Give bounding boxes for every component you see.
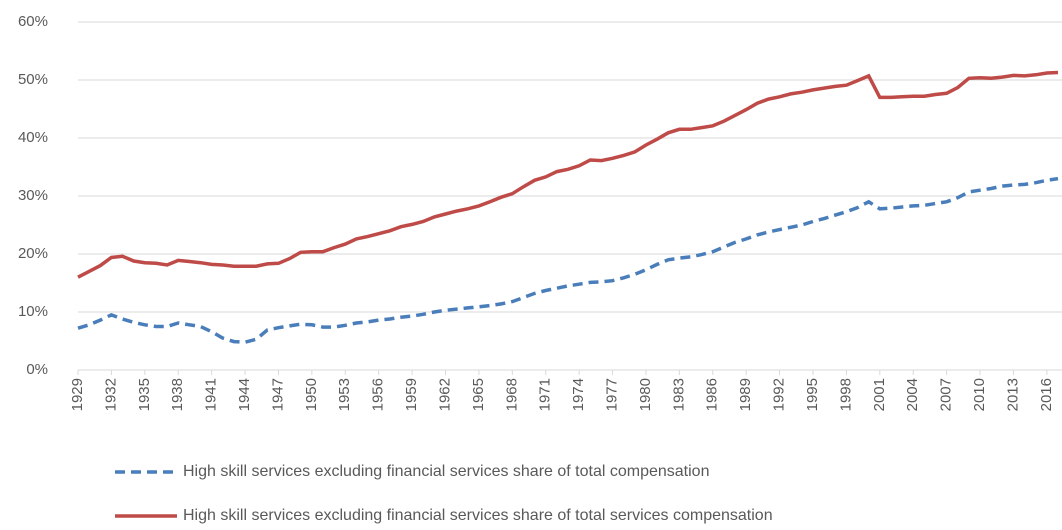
y-tick-label: 30% [18, 187, 48, 204]
x-tick-label: 1944 [236, 378, 253, 411]
x-tick-label: 2010 [971, 378, 988, 411]
x-tick-label: 1974 [570, 378, 587, 411]
y-tick-label: 50% [18, 71, 48, 88]
legend-label: High skill services excluding financial … [183, 507, 773, 524]
x-tick-label: 1956 [370, 378, 387, 411]
x-tick-label: 1929 [69, 378, 86, 411]
x-tick-label: 1968 [503, 378, 520, 411]
x-tick-label: 2007 [938, 378, 955, 411]
x-tick-label: 1995 [804, 378, 821, 411]
x-tick-label: 1992 [771, 378, 788, 411]
y-tick-label: 60% [18, 13, 48, 30]
x-tick-label: 1950 [303, 378, 320, 411]
y-tick-label: 40% [18, 129, 48, 146]
x-tick-label: 2004 [904, 378, 921, 411]
x-tick-label: 2013 [1004, 378, 1021, 411]
x-tick-label: 1959 [403, 378, 420, 411]
x-tick-label: 1977 [604, 378, 621, 411]
series-line [77, 70, 1059, 279]
x-tick-label: 1989 [737, 378, 754, 411]
legend-label: High skill services excluding financial … [183, 463, 709, 480]
x-tick-label: 1983 [670, 378, 687, 411]
x-tick-label: 1986 [704, 378, 721, 411]
x-tick-label: 1932 [102, 378, 119, 411]
y-tick-label: 0% [26, 361, 48, 378]
x-tick-label: 2001 [871, 378, 888, 411]
x-tick-label: 1941 [203, 378, 220, 411]
x-tick-label: 1998 [837, 378, 854, 411]
y-tick-label: 20% [18, 245, 48, 262]
legend: High skill services excluding financial … [115, 463, 773, 524]
series-line [77, 176, 1059, 344]
x-tick-label: 1980 [637, 378, 654, 411]
x-tick-label: 1965 [470, 378, 487, 411]
x-tick-label: 1962 [436, 378, 453, 411]
x-tick-label: 2016 [1038, 378, 1055, 411]
x-tick-label: 1971 [537, 378, 554, 411]
x-tick-label: 1947 [269, 378, 286, 411]
x-tick-label: 1953 [336, 378, 353, 411]
y-tick-label: 10% [18, 303, 48, 320]
x-tick-label: 1935 [136, 378, 153, 411]
x-tick-label: 1938 [169, 378, 186, 411]
